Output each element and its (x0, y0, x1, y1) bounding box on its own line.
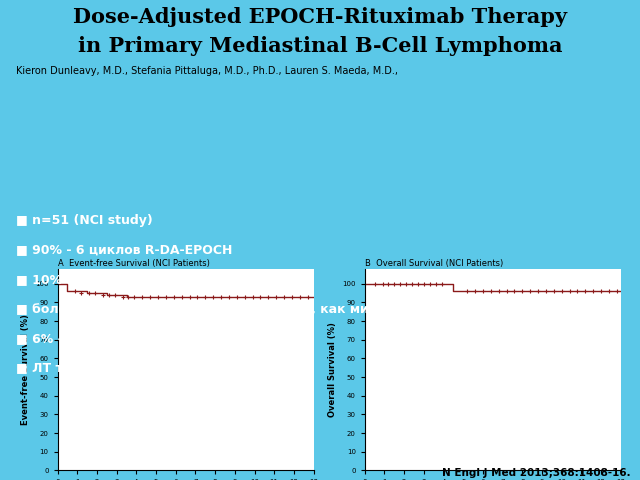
Y-axis label: Event-free Survival (%): Event-free Survival (%) (20, 314, 29, 425)
Text: B  Overall Survival (NCI Patients): B Overall Survival (NCI Patients) (365, 259, 503, 268)
Text: ■ 6% - терапия без эскалации: ■ 6% - терапия без эскалации (16, 333, 234, 346)
Text: ■ 10% - 8 циклов R-DA-EPOCH: ■ 10% - 8 циклов R-DA-EPOCH (16, 273, 232, 286)
Text: ■ n=51 (NCI study): ■ n=51 (NCI study) (16, 214, 153, 227)
Text: N Engl J Med 2013;368:1408-16.: N Engl J Med 2013;368:1408-16. (442, 468, 630, 478)
Text: Dose-Adjusted EPOCH-Rituximab Therapy: Dose-Adjusted EPOCH-Rituximab Therapy (73, 7, 567, 27)
Text: ■ ЛТ только в 2 (4%) случаях: ■ ЛТ только в 2 (4%) случаях (16, 362, 230, 375)
Text: ■ 90% - 6 циклов R-DA-EPOCH: ■ 90% - 6 циклов R-DA-EPOCH (16, 243, 232, 256)
Text: A  Event-free Survival (NCI Patients): A Event-free Survival (NCI Patients) (58, 259, 209, 268)
Text: ■ более 50% достигли увеличение дозы, как минимум уровня 4: ■ более 50% достигли увеличение дозы, ка… (16, 303, 481, 316)
Y-axis label: Overall Survival (%): Overall Survival (%) (328, 322, 337, 417)
Text: in Primary Mediastinal B-Cell Lymphoma: in Primary Mediastinal B-Cell Lymphoma (77, 36, 563, 56)
Text: Kieron Dunleavy, M.D., Stefania Pittaluga, M.D., Ph.D., Lauren S. Maeda, M.D.,: Kieron Dunleavy, M.D., Stefania Pittalug… (16, 66, 398, 76)
